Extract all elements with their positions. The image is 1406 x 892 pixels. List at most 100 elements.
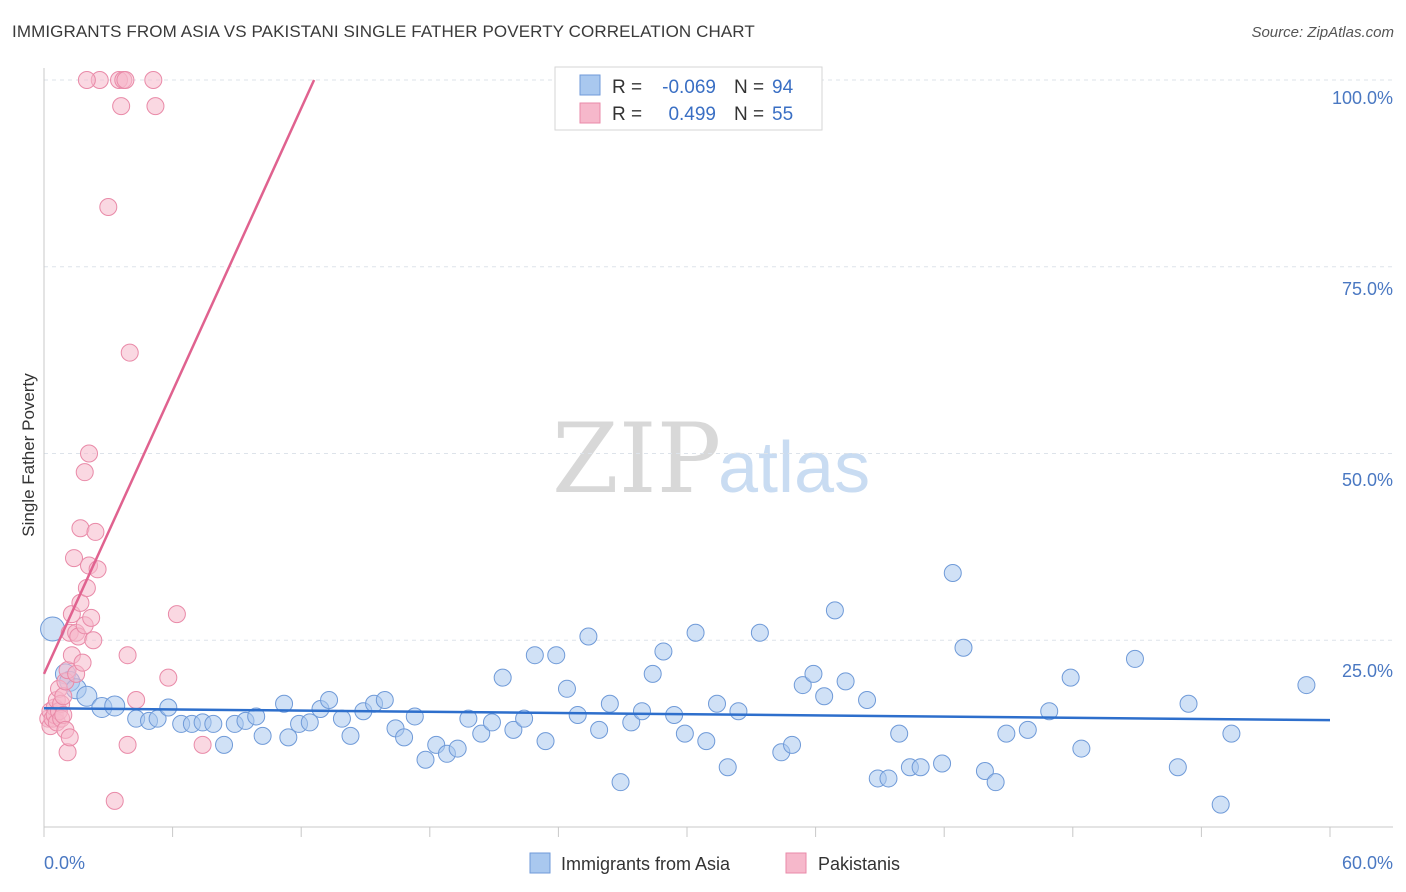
asia-point-75 bbox=[890, 724, 909, 743]
legend-swatch-pink bbox=[579, 102, 601, 124]
asia-point-67 bbox=[793, 676, 812, 695]
asia-point-37 bbox=[448, 739, 467, 758]
asia-point-40 bbox=[482, 713, 501, 732]
y-tick-label-100: 100.0% bbox=[1332, 88, 1393, 108]
bottom-legend-swatch-pakistanis bbox=[785, 852, 807, 874]
pakistani-point-17 bbox=[58, 743, 77, 762]
y-tick-label-25: 25.0% bbox=[1342, 661, 1393, 681]
asia-point-84 bbox=[1018, 720, 1037, 739]
pakistani-point-28 bbox=[73, 653, 92, 672]
asia-point-59 bbox=[686, 623, 705, 642]
asia-point-56 bbox=[654, 642, 673, 661]
asia-point-60 bbox=[697, 732, 716, 751]
asia-point-15 bbox=[215, 735, 234, 754]
asia-point-42 bbox=[504, 720, 523, 739]
trend-lines bbox=[42, 79, 1331, 722]
pakistani-point-27 bbox=[71, 519, 90, 538]
trend-line-pakistanis bbox=[42, 79, 316, 675]
asia-point-58 bbox=[675, 724, 694, 743]
asia-point-63 bbox=[729, 702, 748, 721]
y-axis-title: Single Father Poverty bbox=[19, 373, 38, 537]
pakistani-point-35 bbox=[84, 631, 103, 650]
asia-point-77 bbox=[911, 758, 930, 777]
pakistani-point-50 bbox=[144, 71, 163, 89]
asia-point-69 bbox=[815, 687, 834, 706]
asia-point-25 bbox=[320, 691, 339, 710]
asia-point-93 bbox=[1297, 676, 1316, 695]
pakistani-point-39 bbox=[77, 71, 96, 89]
asia-point-18 bbox=[247, 707, 266, 726]
asia-point-41 bbox=[493, 668, 512, 687]
chart-title: IMMIGRANTS FROM ASIA VS PAKISTANI SINGLE… bbox=[12, 22, 755, 41]
x-axis-ticks bbox=[43, 827, 1331, 837]
asia-point-49 bbox=[579, 627, 598, 646]
legend-n-value-pink: 55 bbox=[772, 104, 793, 125]
series-legend: Immigrants from Asia Pakistanis bbox=[529, 852, 900, 874]
legend-n-label-pink: N = bbox=[734, 104, 764, 125]
asia-point-34 bbox=[416, 750, 435, 769]
pakistani-point-46 bbox=[118, 735, 137, 754]
asia-point-6 bbox=[104, 695, 126, 717]
pakistani-point-41 bbox=[105, 791, 124, 810]
asia-point-72 bbox=[858, 691, 877, 710]
asia-point-14 bbox=[204, 714, 223, 733]
pakistani-point-53 bbox=[167, 605, 186, 624]
bottom-legend-label-pakistanis: Pakistanis bbox=[818, 854, 900, 874]
asia-point-87 bbox=[1072, 739, 1091, 758]
pakistani-point-52 bbox=[159, 668, 178, 687]
pakistani-point-30 bbox=[75, 463, 94, 482]
pakistani-point-43 bbox=[112, 97, 131, 116]
asia-point-38 bbox=[459, 709, 478, 728]
pakistani-point-36 bbox=[86, 522, 105, 541]
asia-point-48 bbox=[568, 705, 587, 724]
pakistani-point-22 bbox=[65, 549, 84, 568]
legend-n-label-blue: N = bbox=[734, 77, 764, 98]
bottom-legend-label-asia: Immigrants from Asia bbox=[561, 854, 731, 874]
asia-point-19 bbox=[253, 726, 272, 745]
source-credit: Source: ZipAtlas.com bbox=[1251, 24, 1394, 41]
asia-point-45 bbox=[536, 732, 555, 751]
asia-point-27 bbox=[341, 726, 360, 745]
x-tick-label-min: 0.0% bbox=[44, 853, 85, 873]
asia-point-30 bbox=[375, 691, 394, 710]
asia-point-83 bbox=[997, 724, 1016, 743]
legend-swatch-blue bbox=[579, 74, 601, 96]
legend-r-value-blue: -0.069 bbox=[662, 77, 716, 98]
pakistani-point-54 bbox=[193, 735, 212, 754]
asia-point-79 bbox=[943, 564, 962, 583]
gridlines bbox=[44, 79, 1393, 641]
asia-point-21 bbox=[279, 728, 298, 747]
pakistani-point-47 bbox=[118, 646, 137, 665]
asia-point-78 bbox=[933, 754, 952, 773]
asia-point-10 bbox=[159, 698, 178, 717]
asia-point-71 bbox=[836, 672, 855, 691]
asia-point-51 bbox=[600, 694, 619, 713]
pakistani-point-12 bbox=[54, 687, 73, 706]
asia-point-47 bbox=[557, 679, 576, 698]
pakistani-point-49 bbox=[127, 691, 146, 710]
asia-point-66 bbox=[783, 735, 802, 754]
pakistani-point-33 bbox=[80, 444, 99, 463]
asia-point-86 bbox=[1061, 668, 1080, 687]
pakistani-point-45 bbox=[116, 71, 135, 89]
asia-point-64 bbox=[750, 623, 769, 642]
asia-point-39 bbox=[472, 724, 491, 743]
asia-point-4 bbox=[76, 685, 98, 707]
series-pakistanis bbox=[39, 71, 212, 810]
asia-point-61 bbox=[708, 694, 727, 713]
legend-r-value-pink: 0.499 bbox=[668, 104, 716, 125]
asia-point-55 bbox=[643, 664, 662, 683]
pakistani-point-48 bbox=[120, 343, 139, 362]
asia-point-54 bbox=[632, 702, 651, 721]
asia-point-50 bbox=[590, 720, 609, 739]
legend-r-label-blue: R = bbox=[612, 77, 642, 98]
watermark-zip: ZIP bbox=[552, 403, 721, 515]
watermark-atlas: atlas bbox=[718, 428, 870, 508]
asia-point-68 bbox=[804, 664, 823, 683]
pakistani-point-18 bbox=[60, 728, 79, 747]
y-tick-label-75: 75.0% bbox=[1342, 279, 1393, 299]
asia-point-46 bbox=[547, 646, 566, 665]
legend-n-value-blue: 94 bbox=[772, 77, 794, 98]
asia-point-92 bbox=[1222, 724, 1241, 743]
